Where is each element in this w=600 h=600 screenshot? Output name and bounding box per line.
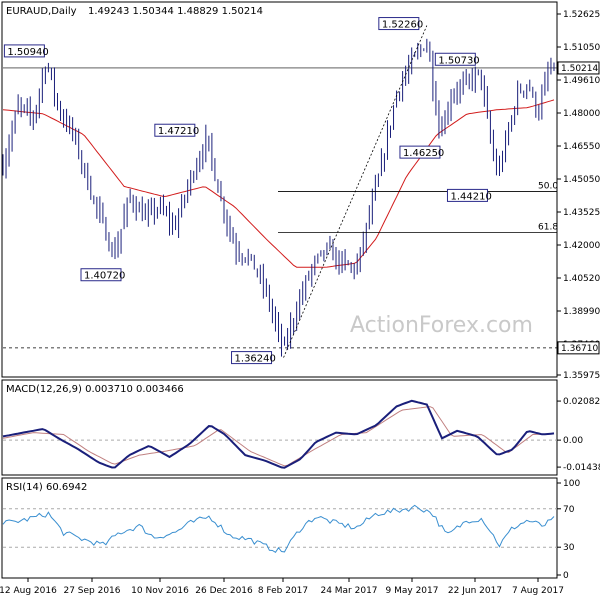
price-tick-label: 1.43525 (563, 208, 600, 218)
support-level-box (557, 341, 600, 355)
price-tick-label: 1.46550 (563, 142, 600, 152)
moving-average-layer (2, 99, 555, 268)
price-annotation-label: 1.52260 (382, 20, 423, 31)
price-annotation-box (3, 44, 45, 58)
date-tick-label: 7 Aug 2017 (512, 586, 564, 596)
fib-label: 50.0 (538, 182, 558, 192)
price-annotation-label: 1.50940 (7, 47, 48, 58)
price-annotation-box (434, 52, 476, 66)
macd-signal-line (2, 406, 555, 467)
macd-panel-frame (1, 379, 558, 476)
price-panel-frame (1, 1, 558, 378)
rsi-tick-label: 70 (563, 505, 575, 515)
macd-title: MACD(12,26,9) 0.003710 0.003466 (6, 384, 184, 395)
date-tick-label: 27 Sep 2016 (63, 586, 120, 596)
price-annotation-label: 1.50730 (438, 55, 479, 66)
price-tick-label: 1.51050 (563, 43, 600, 53)
price-tick-label: 1.38990 (563, 307, 600, 317)
rsi-line (2, 504, 555, 553)
fibonacci-layer: 50.0 61.8 (278, 25, 558, 358)
price-tick-label: 1.48000 (563, 109, 600, 119)
last-price-box (557, 61, 600, 75)
price-tick-label: 1.49610 (563, 76, 600, 86)
candle-layer (2, 38, 555, 357)
price-annotation-label: 1.40720 (84, 271, 125, 282)
price-annotation-box (446, 188, 488, 202)
price-annotation-box (231, 351, 273, 365)
macd-tick-label: 0.00 (563, 436, 583, 446)
axis-layer: 1.52625 1.51050 1.49610 1.48000 1.46550 1.450… (0, 10, 600, 596)
price-annotation-label: 1.46250 (403, 148, 444, 159)
grid-layer (3, 67, 557, 349)
rsi-panel-frame (1, 477, 558, 579)
annotation-layer: 1.50940 1.47210 1.40720 1.36240 1.52260 1.507… (3, 17, 492, 365)
support-level-label: 1.36710 (561, 344, 598, 354)
rsi-tick-label: 0 (563, 571, 569, 581)
price-annotation-label: 1.36240 (235, 354, 276, 365)
date-tick-label: 9 May 2017 (386, 586, 439, 596)
watermark: ActionForex.com (350, 313, 533, 338)
macd-line (2, 399, 555, 469)
swing-trendline (283, 25, 428, 358)
fib-label: 61.8 (538, 222, 558, 232)
price-ohlc: 1.49243 1.50344 1.48829 1.50214 (88, 6, 263, 17)
price-annotation-label: 1.47210 (158, 126, 199, 137)
rsi-tick-label: 30 (563, 543, 575, 553)
date-tick-label: 10 Nov 2016 (131, 586, 189, 596)
price-annotation-label: 1.44210 (450, 191, 491, 202)
date-tick-label: 26 Dec 2016 (195, 586, 253, 596)
macd-layer (2, 399, 557, 469)
last-price-label: 1.50214 (561, 64, 598, 74)
price-annotation-box (378, 17, 420, 31)
date-tick-label: 24 Mar 2017 (320, 586, 377, 596)
date-tick-label: 22 Jun 2017 (448, 586, 502, 596)
rsi-tick-label: 100 (563, 479, 580, 489)
macd-tick-label: 0.020827 (563, 397, 600, 407)
price-annotation-box (80, 268, 122, 282)
macd-tick-label: -0.014386 (563, 463, 600, 473)
price-tick-label: 1.40520 (563, 274, 600, 284)
price-tick-label: 1.42000 (563, 241, 600, 251)
rsi-title: RSI(14) 60.6942 (6, 482, 87, 493)
price-annotation-box (154, 123, 196, 137)
moving-average-line (2, 99, 555, 268)
price-tick-label: 1.35975 (563, 371, 600, 381)
price-annotation-box (399, 145, 441, 159)
price-tick-label: 1.52625 (563, 10, 600, 20)
date-tick-label: 12 Aug 2016 (0, 586, 57, 596)
rsi-layer (2, 504, 557, 553)
date-tick-label: 8 Feb 2017 (258, 586, 308, 596)
price-tick-label: 1.45050 (563, 175, 600, 185)
price-title: EURAUD,Daily (6, 6, 77, 17)
